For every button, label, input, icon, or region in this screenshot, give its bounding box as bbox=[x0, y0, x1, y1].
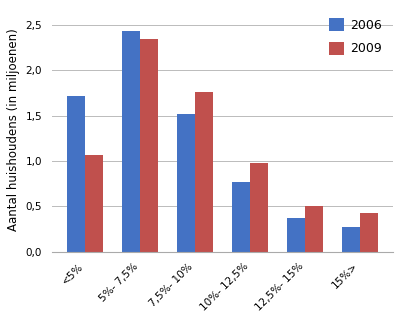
Bar bbox=[140, 39, 158, 252]
Bar bbox=[177, 114, 195, 252]
Bar bbox=[232, 182, 250, 252]
Bar bbox=[305, 206, 322, 252]
Legend: 2006, 2009: 2006, 2009 bbox=[324, 13, 387, 60]
Bar bbox=[250, 163, 268, 252]
Bar bbox=[85, 155, 102, 252]
Bar bbox=[360, 212, 378, 252]
Bar bbox=[287, 218, 305, 252]
Bar bbox=[342, 227, 360, 252]
Bar bbox=[67, 96, 85, 252]
Bar bbox=[195, 92, 212, 252]
Bar bbox=[122, 31, 140, 252]
Y-axis label: Aantal huishoudens (in miljoenen): Aantal huishoudens (in miljoenen) bbox=[7, 28, 20, 231]
